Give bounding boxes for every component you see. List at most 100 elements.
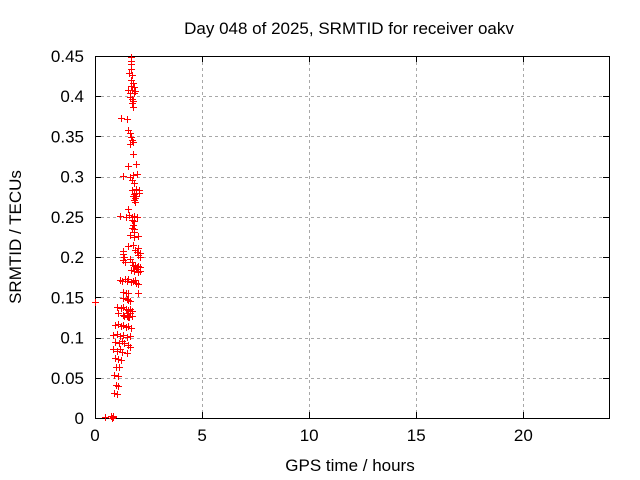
data-point	[111, 390, 118, 397]
x-axis-label: GPS time / hours	[285, 456, 414, 475]
plot-area: 0 5 10 15 20 0 0.05 0.1 0.15 0.2 0.25 0.3 0.35 0.4 0.4…	[51, 47, 610, 445]
data-point	[112, 339, 119, 346]
data-point	[132, 277, 139, 284]
data-point	[92, 299, 99, 306]
data-point	[120, 289, 127, 296]
data-point	[124, 334, 131, 341]
data-point	[137, 254, 144, 261]
data-point	[115, 310, 122, 317]
data-point	[134, 249, 141, 256]
data-point	[134, 171, 141, 178]
data-point	[102, 414, 109, 421]
data-point	[124, 116, 131, 123]
data-point	[128, 66, 135, 73]
x-tick-label: 10	[300, 426, 319, 445]
x-tick-label: 20	[514, 426, 533, 445]
data-point	[120, 251, 127, 258]
x-tick-label: 15	[407, 426, 426, 445]
data-point	[122, 259, 129, 266]
data-point	[120, 312, 127, 319]
y-tick-label: 0.3	[60, 168, 84, 187]
y-tick-label: 0	[75, 409, 84, 428]
data-point	[111, 372, 118, 379]
data-point	[131, 226, 138, 233]
data-point	[117, 213, 124, 220]
data-point	[129, 72, 136, 79]
data-point	[119, 349, 126, 356]
data-point	[124, 350, 131, 357]
data-point	[130, 80, 137, 87]
data-point	[127, 333, 134, 340]
data-point	[129, 187, 136, 194]
data-point	[129, 308, 136, 315]
data-point	[125, 163, 132, 170]
y-axis-label: SRMTID / TECUs	[6, 170, 25, 304]
data-point	[135, 245, 142, 252]
data-point	[131, 90, 138, 97]
data-point	[133, 161, 140, 168]
data-point	[137, 264, 144, 271]
y-tick-label: 0.35	[51, 127, 84, 146]
data-point	[128, 325, 135, 332]
data-point	[131, 180, 138, 187]
data-point	[127, 298, 134, 305]
data-point	[115, 373, 122, 380]
data-point	[127, 141, 134, 148]
x-tick-label: 5	[197, 426, 206, 445]
data-point	[135, 290, 142, 297]
data-point	[120, 295, 127, 302]
data-point	[129, 100, 136, 107]
data-point	[128, 134, 135, 141]
y-tick-label: 0.05	[51, 369, 84, 388]
data-point	[135, 233, 142, 240]
data-point	[125, 243, 132, 250]
data-point	[127, 344, 134, 351]
data-point	[127, 130, 134, 137]
y-tick-label: 0.25	[51, 208, 84, 227]
data-point	[110, 346, 117, 353]
chart-title: Day 048 of 2025, SRMTID for receiver oak…	[184, 19, 514, 38]
y-tick-label: 0.4	[60, 87, 84, 106]
data-point	[120, 173, 127, 180]
data-point	[121, 340, 128, 347]
data-point	[126, 314, 133, 321]
data-point	[125, 276, 132, 283]
data-point	[116, 364, 123, 371]
data-point	[136, 190, 143, 197]
data-point	[118, 115, 125, 122]
data-point	[112, 355, 119, 362]
data-point	[112, 322, 119, 329]
data-point	[129, 259, 136, 266]
y-tick-label: 0.1	[60, 329, 84, 348]
data-point	[134, 214, 141, 221]
y-tick-label: 0.45	[51, 47, 84, 66]
data-point	[130, 172, 137, 179]
y-tick-label: 0.15	[51, 288, 84, 307]
y-tick-label: 0.2	[60, 248, 84, 267]
data-point	[114, 391, 121, 398]
data-point	[132, 199, 139, 206]
data-point	[130, 222, 137, 229]
data-point	[121, 254, 128, 261]
data-point	[114, 304, 121, 311]
data-point	[110, 414, 117, 421]
data-point	[130, 104, 137, 111]
data-point	[120, 332, 127, 339]
data-point	[125, 206, 132, 213]
data-point	[117, 333, 124, 340]
data-point	[118, 357, 125, 364]
data-point	[131, 218, 138, 225]
data-point	[125, 290, 132, 297]
data-point	[130, 151, 137, 158]
data-point	[110, 332, 117, 339]
data-point	[128, 267, 135, 274]
data-point	[135, 281, 142, 288]
x-tick-label: 0	[90, 426, 99, 445]
data-point	[127, 232, 134, 239]
plot-border	[95, 56, 610, 419]
data-point	[115, 383, 122, 390]
data-point	[115, 356, 122, 363]
data-point	[130, 242, 137, 249]
